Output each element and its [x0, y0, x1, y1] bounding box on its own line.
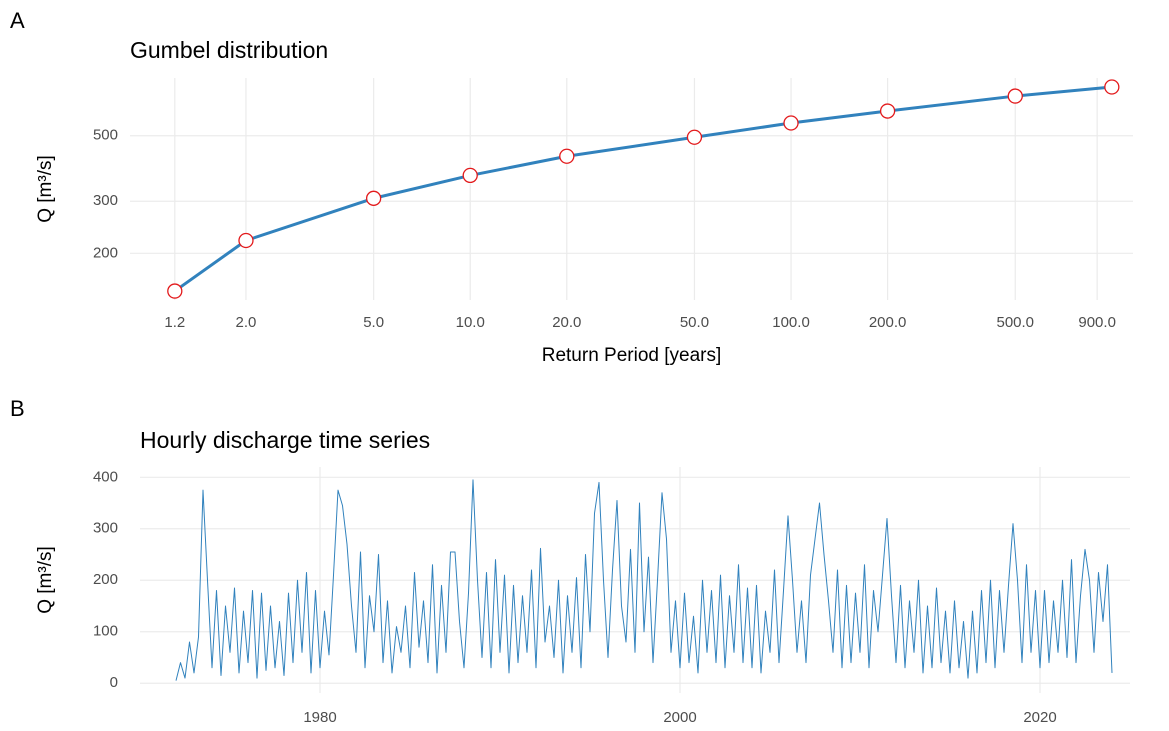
x-tick-label: 50.0: [680, 314, 709, 331]
point-marker: [1007, 88, 1023, 104]
point-marker: [1104, 79, 1120, 95]
chart-title: Hourly discharge time series: [140, 427, 430, 453]
y-tick-label: 0: [110, 674, 118, 691]
point-marker: [879, 103, 896, 119]
x-tick-label: 5.0: [363, 314, 384, 331]
x-tick-label: 500.0: [996, 314, 1034, 331]
x-tick-label: 2020: [1023, 709, 1056, 726]
point-marker: [365, 190, 382, 206]
x-tick-label: 20.0: [552, 314, 581, 331]
y-axis-title: Q [m³/s]: [35, 155, 56, 223]
y-tick-label: 400: [93, 468, 118, 485]
x-tick-label: 2.0: [236, 314, 257, 331]
y-tick-label: 200: [93, 571, 118, 588]
panel-tag: B: [10, 396, 25, 421]
point-marker: [559, 148, 575, 164]
point-marker: [462, 167, 478, 184]
x-axis-title: Return Period [years]: [542, 345, 722, 366]
point-marker: [686, 129, 703, 145]
x-tick-label: 100.0: [772, 314, 810, 331]
x-tick-label: 1.2: [164, 314, 185, 331]
panel-tag: A: [10, 8, 25, 33]
point-marker: [783, 115, 799, 131]
y-tick-label: 500: [93, 127, 118, 144]
x-tick-label: 2000: [663, 709, 696, 726]
x-tick-label: 1980: [303, 709, 336, 726]
point-marker: [167, 283, 183, 299]
y-tick-label: 200: [93, 244, 118, 261]
y-tick-label: 300: [93, 520, 118, 537]
y-tick-label: 100: [93, 623, 118, 640]
x-tick-label: 900.0: [1078, 314, 1116, 331]
y-axis-title: Q [m³/s]: [35, 546, 56, 614]
y-tick-label: 300: [93, 192, 118, 209]
point-marker: [238, 232, 254, 249]
chart-title: Gumbel distribution: [130, 37, 328, 63]
series-line: [175, 479, 1113, 681]
series-line: [173, 85, 1112, 293]
x-tick-label: 10.0: [456, 314, 485, 331]
x-tick-label: 200.0: [869, 314, 907, 331]
